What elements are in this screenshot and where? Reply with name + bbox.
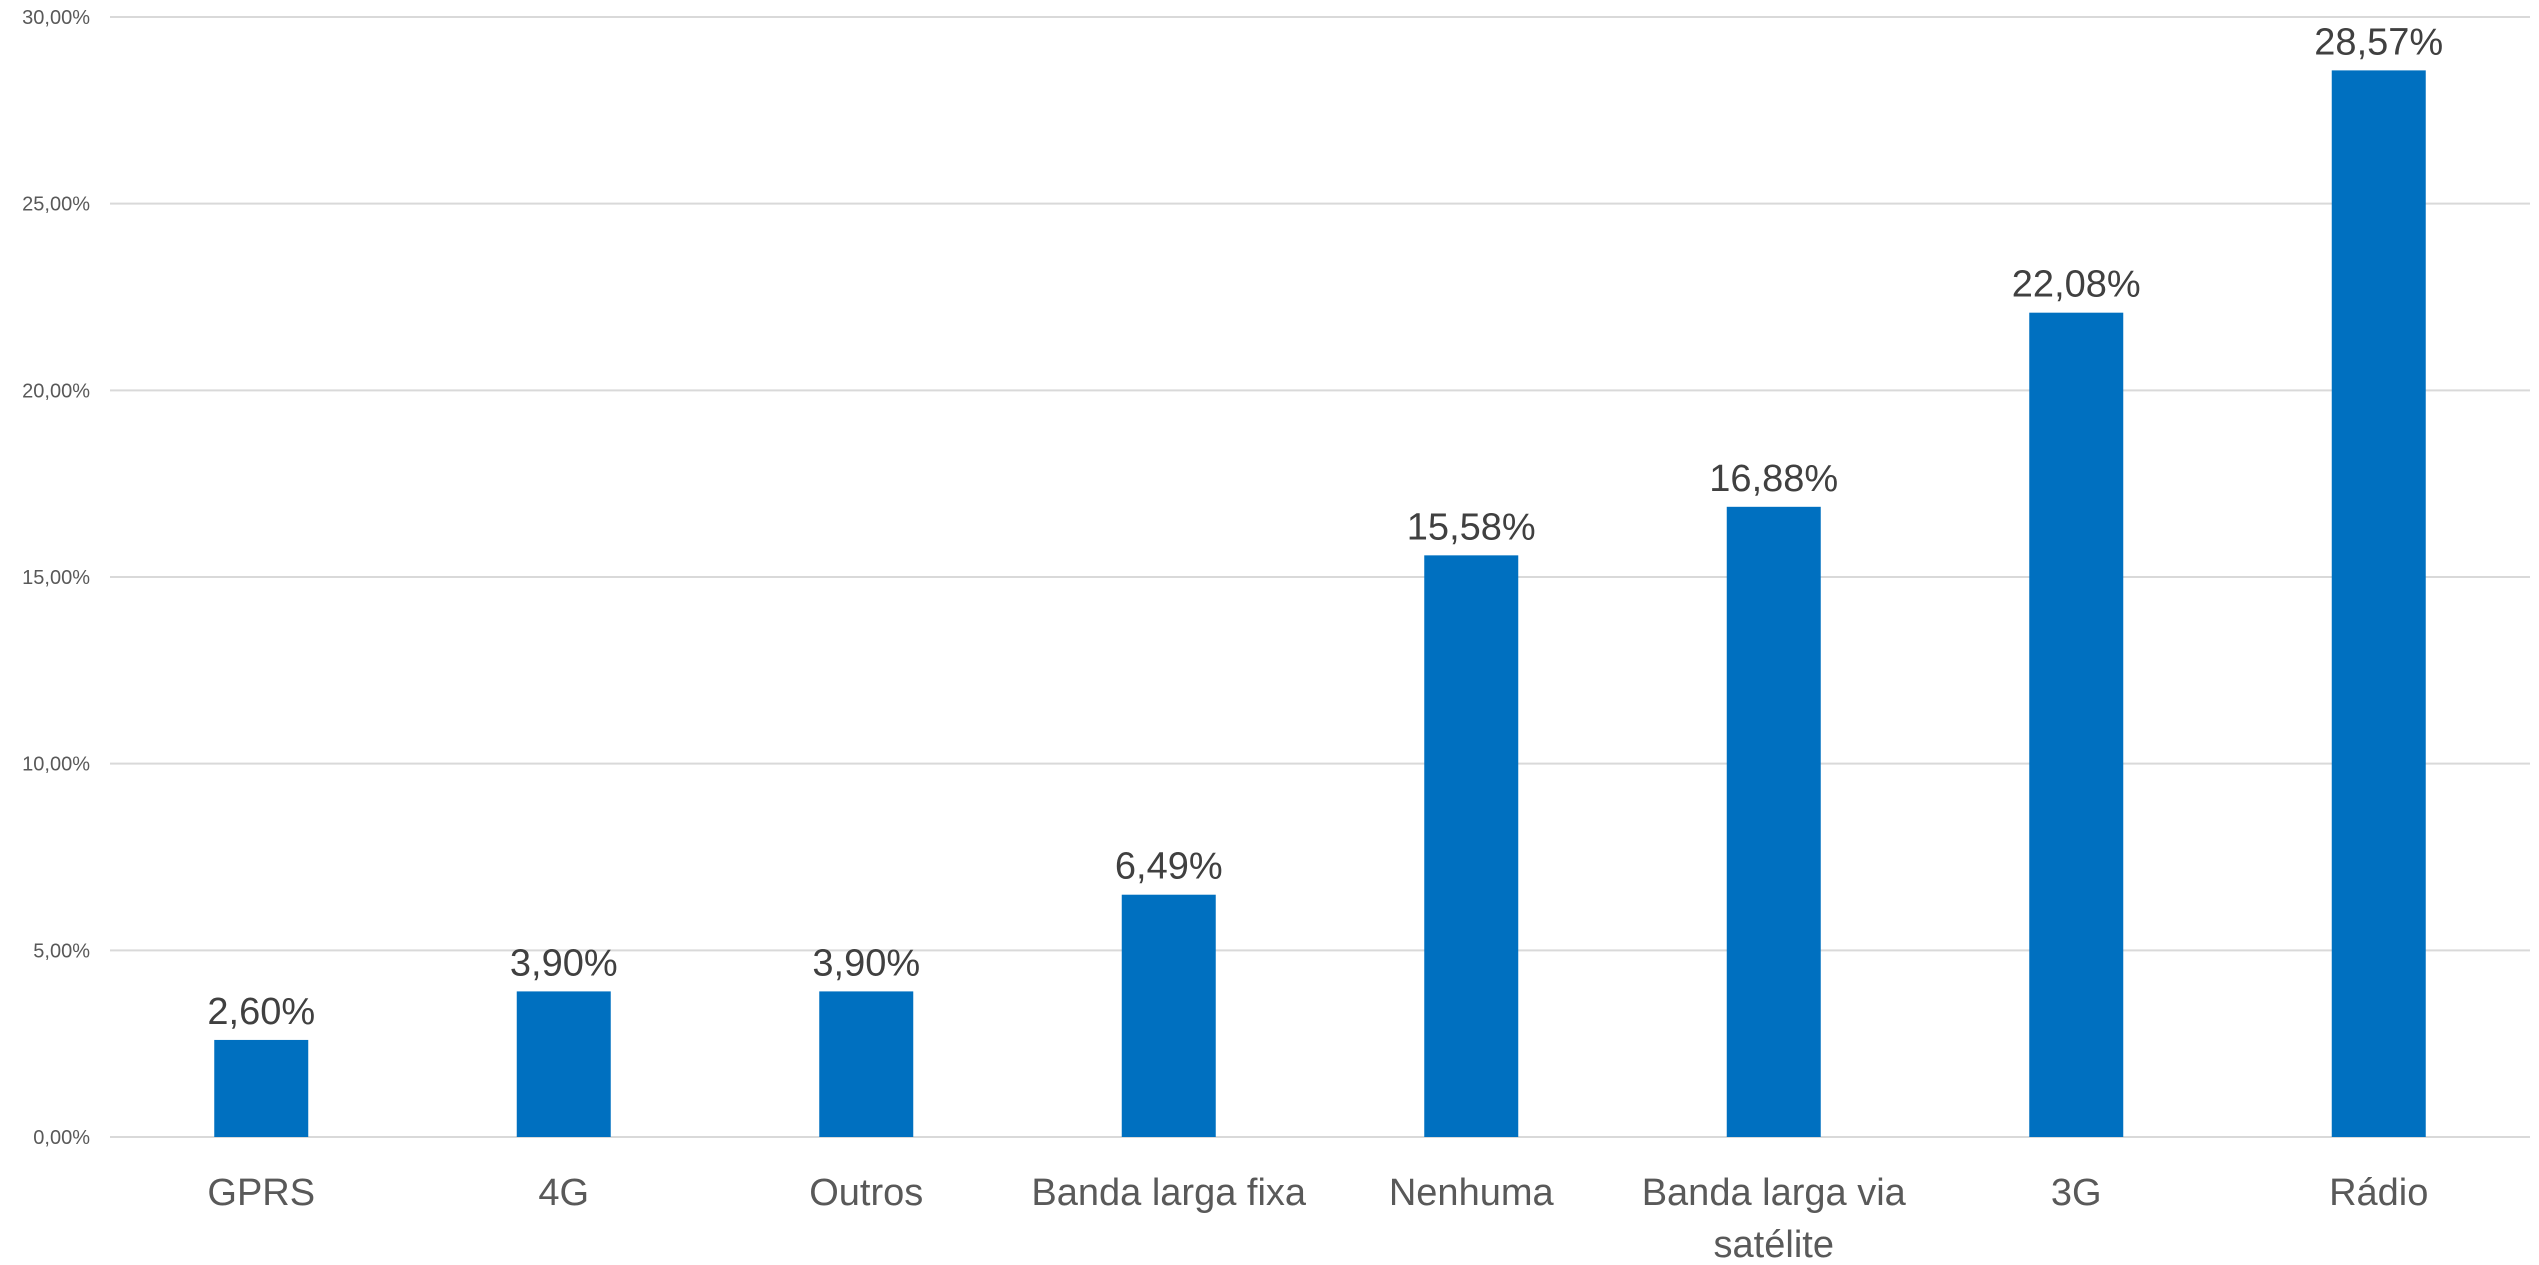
bar	[516, 991, 611, 1137]
bar	[1424, 555, 1519, 1137]
bars	[214, 70, 2426, 1137]
bar	[214, 1039, 309, 1137]
x-tick-label: Banda larga via	[1642, 1172, 1907, 1214]
y-tick-label: 20,00%	[22, 380, 90, 402]
data-label: 3,90%	[510, 942, 618, 984]
bar	[1121, 894, 1216, 1137]
x-tick-label: Rádio	[2329, 1172, 2428, 1214]
data-label: 28,57%	[2314, 21, 2443, 63]
data-label: 3,90%	[812, 942, 920, 984]
x-tick-label: GPRS	[207, 1172, 315, 1214]
x-tick-label: 3G	[2051, 1172, 2102, 1214]
y-axis-tick-labels: 0,00% 5,00% 10,00% 15,00% 20,00% 25,00% 30,00%	[22, 7, 90, 1149]
data-label: 16,88%	[1709, 458, 1838, 500]
x-axis-tick-labels: GPRS 4G Outros Banda larga fixa Nenhuma Banda…	[207, 1172, 2428, 1265]
x-tick-label: satélite	[1714, 1224, 1834, 1265]
y-tick-label: 15,00%	[22, 567, 90, 589]
data-label: 22,08%	[2012, 264, 2141, 306]
data-label: 2,60%	[207, 991, 315, 1033]
x-tick-label: 4G	[538, 1172, 589, 1214]
bar	[819, 991, 914, 1137]
y-tick-label: 0,00%	[33, 1127, 90, 1149]
y-tick-label: 10,00%	[22, 754, 90, 776]
y-tick-label: 25,00%	[22, 194, 90, 216]
bar	[2029, 312, 2124, 1137]
bar	[1726, 506, 1821, 1137]
x-tick-label: Banda larga fixa	[1031, 1172, 1306, 1214]
y-tick-label: 30,00%	[22, 7, 90, 29]
x-tick-label: Nenhuma	[1389, 1172, 1555, 1214]
data-label: 15,58%	[1407, 506, 1536, 548]
x-tick-label: Outros	[809, 1172, 923, 1214]
data-label: 6,49%	[1115, 846, 1223, 888]
data-labels: 2,60% 3,90% 3,90% 6,49% 15,58% 16,88% 22,08% 28…	[207, 21, 2443, 1033]
y-tick-label: 5,00%	[33, 940, 90, 962]
gridlines	[110, 16, 2530, 1138]
bar	[2331, 70, 2426, 1137]
